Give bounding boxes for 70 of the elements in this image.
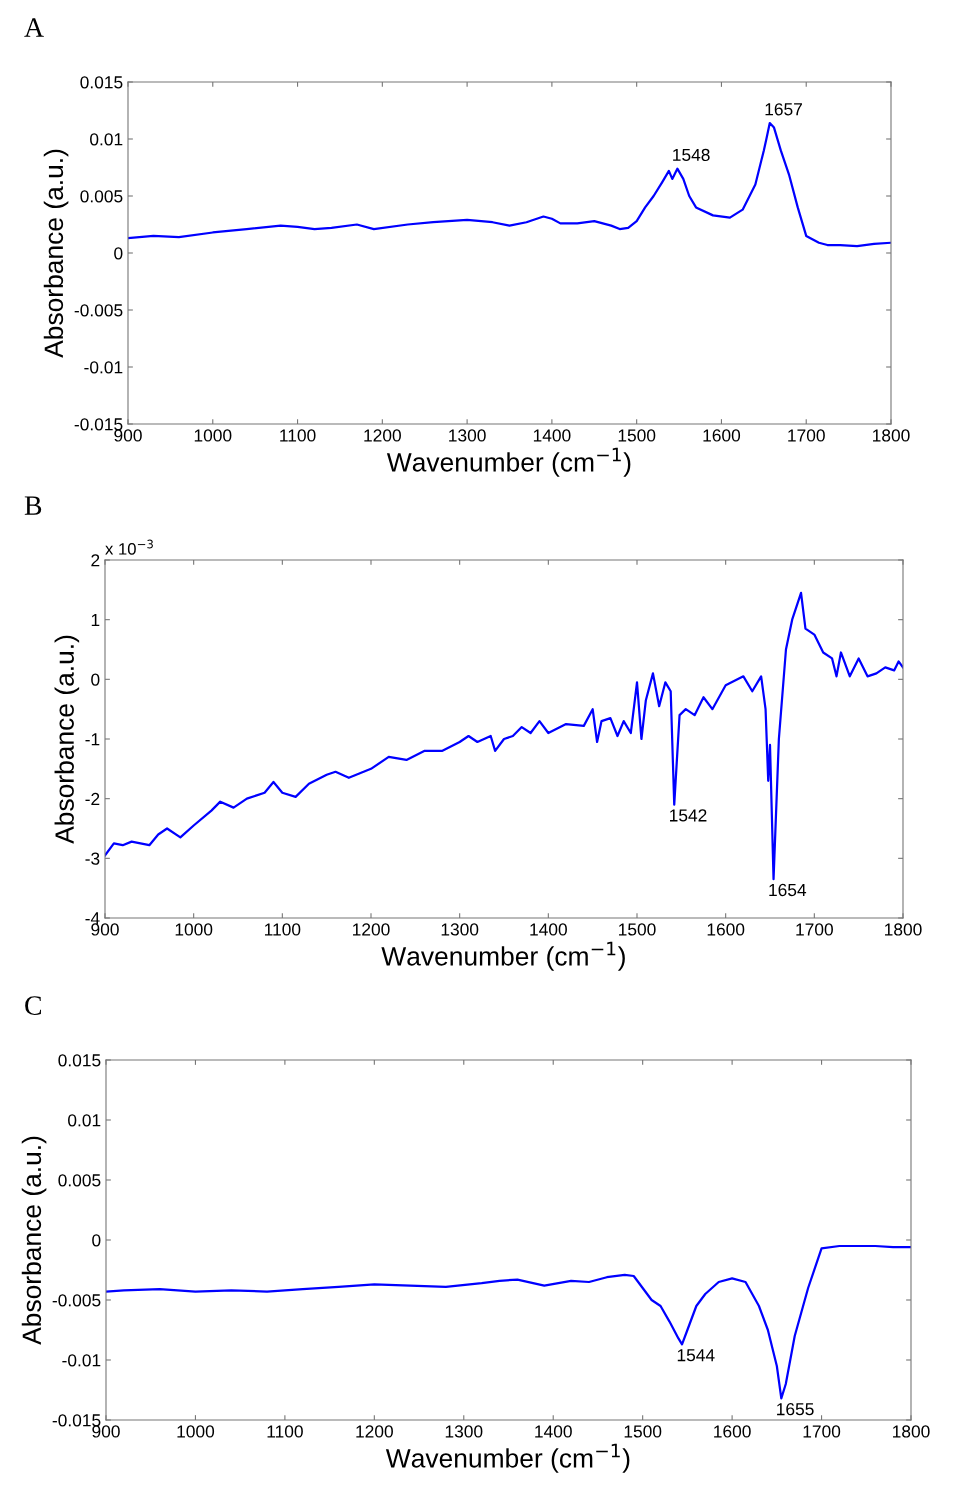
y-tick-label: -0.015: [74, 418, 123, 431]
y-tick-label: 0.01: [90, 133, 123, 146]
x-tick-label: 1400: [530, 923, 567, 936]
x-tick-label: 1700: [803, 1425, 841, 1438]
x-tick-label: 1200: [356, 1425, 393, 1438]
annotation: 1654: [769, 883, 807, 897]
x-tick-label: 1500: [619, 923, 656, 936]
x-tick-label: 1200: [353, 923, 390, 936]
y-tick-label: 2: [91, 554, 100, 567]
x-tick-label: 1100: [264, 923, 301, 936]
x-tick-label: 1800: [885, 923, 922, 936]
y-tick-label: 0: [91, 673, 100, 686]
y-tick-label: -3: [85, 852, 100, 865]
y-tick-label: -2: [85, 792, 100, 805]
x-tick-label: 1800: [873, 429, 910, 442]
x-tick-label: 1400: [535, 1425, 572, 1438]
line-series: [128, 121, 891, 248]
chart-title: C: [25, 996, 41, 1015]
chart-title: B: [24, 496, 42, 515]
x-tick-label: 900: [92, 1425, 120, 1438]
y-tick-label: 1: [91, 614, 100, 626]
annotation: 1657: [765, 103, 802, 116]
x-tick-label: 1500: [624, 1425, 662, 1438]
x-tick-label: 900: [91, 923, 119, 936]
x-tick-label: 1100: [267, 1425, 303, 1438]
x-tick-label: 1600: [714, 1425, 751, 1438]
annotation: 1542: [670, 809, 707, 822]
annotation: 1548: [673, 148, 710, 162]
annotation: 1544: [677, 1349, 715, 1362]
line-series: [106, 1244, 911, 1400]
y-tick-label: 0.005: [80, 190, 123, 203]
x-axis-title: Wavenumber (cm$^{−1}$): [381, 941, 625, 971]
x-tick-label: 1700: [796, 923, 833, 936]
y-tick-label: -0.005: [74, 304, 123, 317]
y-tick-label: -4: [85, 912, 100, 925]
y-tick-label: 0: [114, 247, 123, 260]
line-series: [105, 591, 903, 881]
x-tick-label: 1600: [703, 429, 741, 442]
y-tick-label: -0.01: [84, 361, 123, 374]
x-tick-label: 1800: [893, 1425, 930, 1438]
y-tick-label: -0.01: [62, 1354, 101, 1367]
chart-title: A: [24, 18, 44, 37]
x-tick-label: 1600: [707, 923, 745, 936]
x-tick-label: 1200: [364, 429, 401, 442]
x-tick-label: 1500: [618, 429, 656, 442]
y-axis-title: Absorbance (a.u.): [43, 149, 69, 358]
y-axis-title: Absorbance (a.u.): [21, 1136, 47, 1345]
x-tick-label: 1000: [175, 923, 213, 936]
x-axis-title: Wavenumber (cm$^{−1}$): [385, 1443, 630, 1473]
x-tick-label: 1300: [441, 923, 479, 936]
y-tick-label: 0.015: [80, 76, 123, 89]
y-tick-label: 0.015: [58, 1054, 101, 1067]
y-tick-label: 0.01: [68, 1114, 101, 1127]
y-tick-label: -0.015: [52, 1414, 101, 1427]
x-tick-label: 900: [114, 429, 142, 442]
y-tick-label: 0: [92, 1234, 101, 1247]
x-tick-label: 1300: [449, 429, 486, 442]
x-tick-label: 1100: [280, 429, 316, 442]
y-tick-label: -0.005: [52, 1294, 101, 1307]
x-tick-label: 1700: [788, 429, 825, 442]
x-axis-title: Wavenumber (cm$^{−1}$): [386, 447, 631, 477]
annotation: 1655: [777, 1403, 814, 1416]
y-tick-label: -1: [85, 733, 100, 746]
text: x 10$^{−3}$: [105, 539, 153, 555]
y-tick-label: 0.005: [58, 1174, 101, 1187]
x-tick-label: 1300: [445, 1425, 483, 1438]
y-axis-title: Absorbance (a.u.): [54, 635, 80, 844]
x-tick-label: 1400: [533, 429, 571, 442]
x-tick-label: 1000: [177, 1425, 215, 1438]
x-tick-label: 1000: [194, 429, 232, 442]
